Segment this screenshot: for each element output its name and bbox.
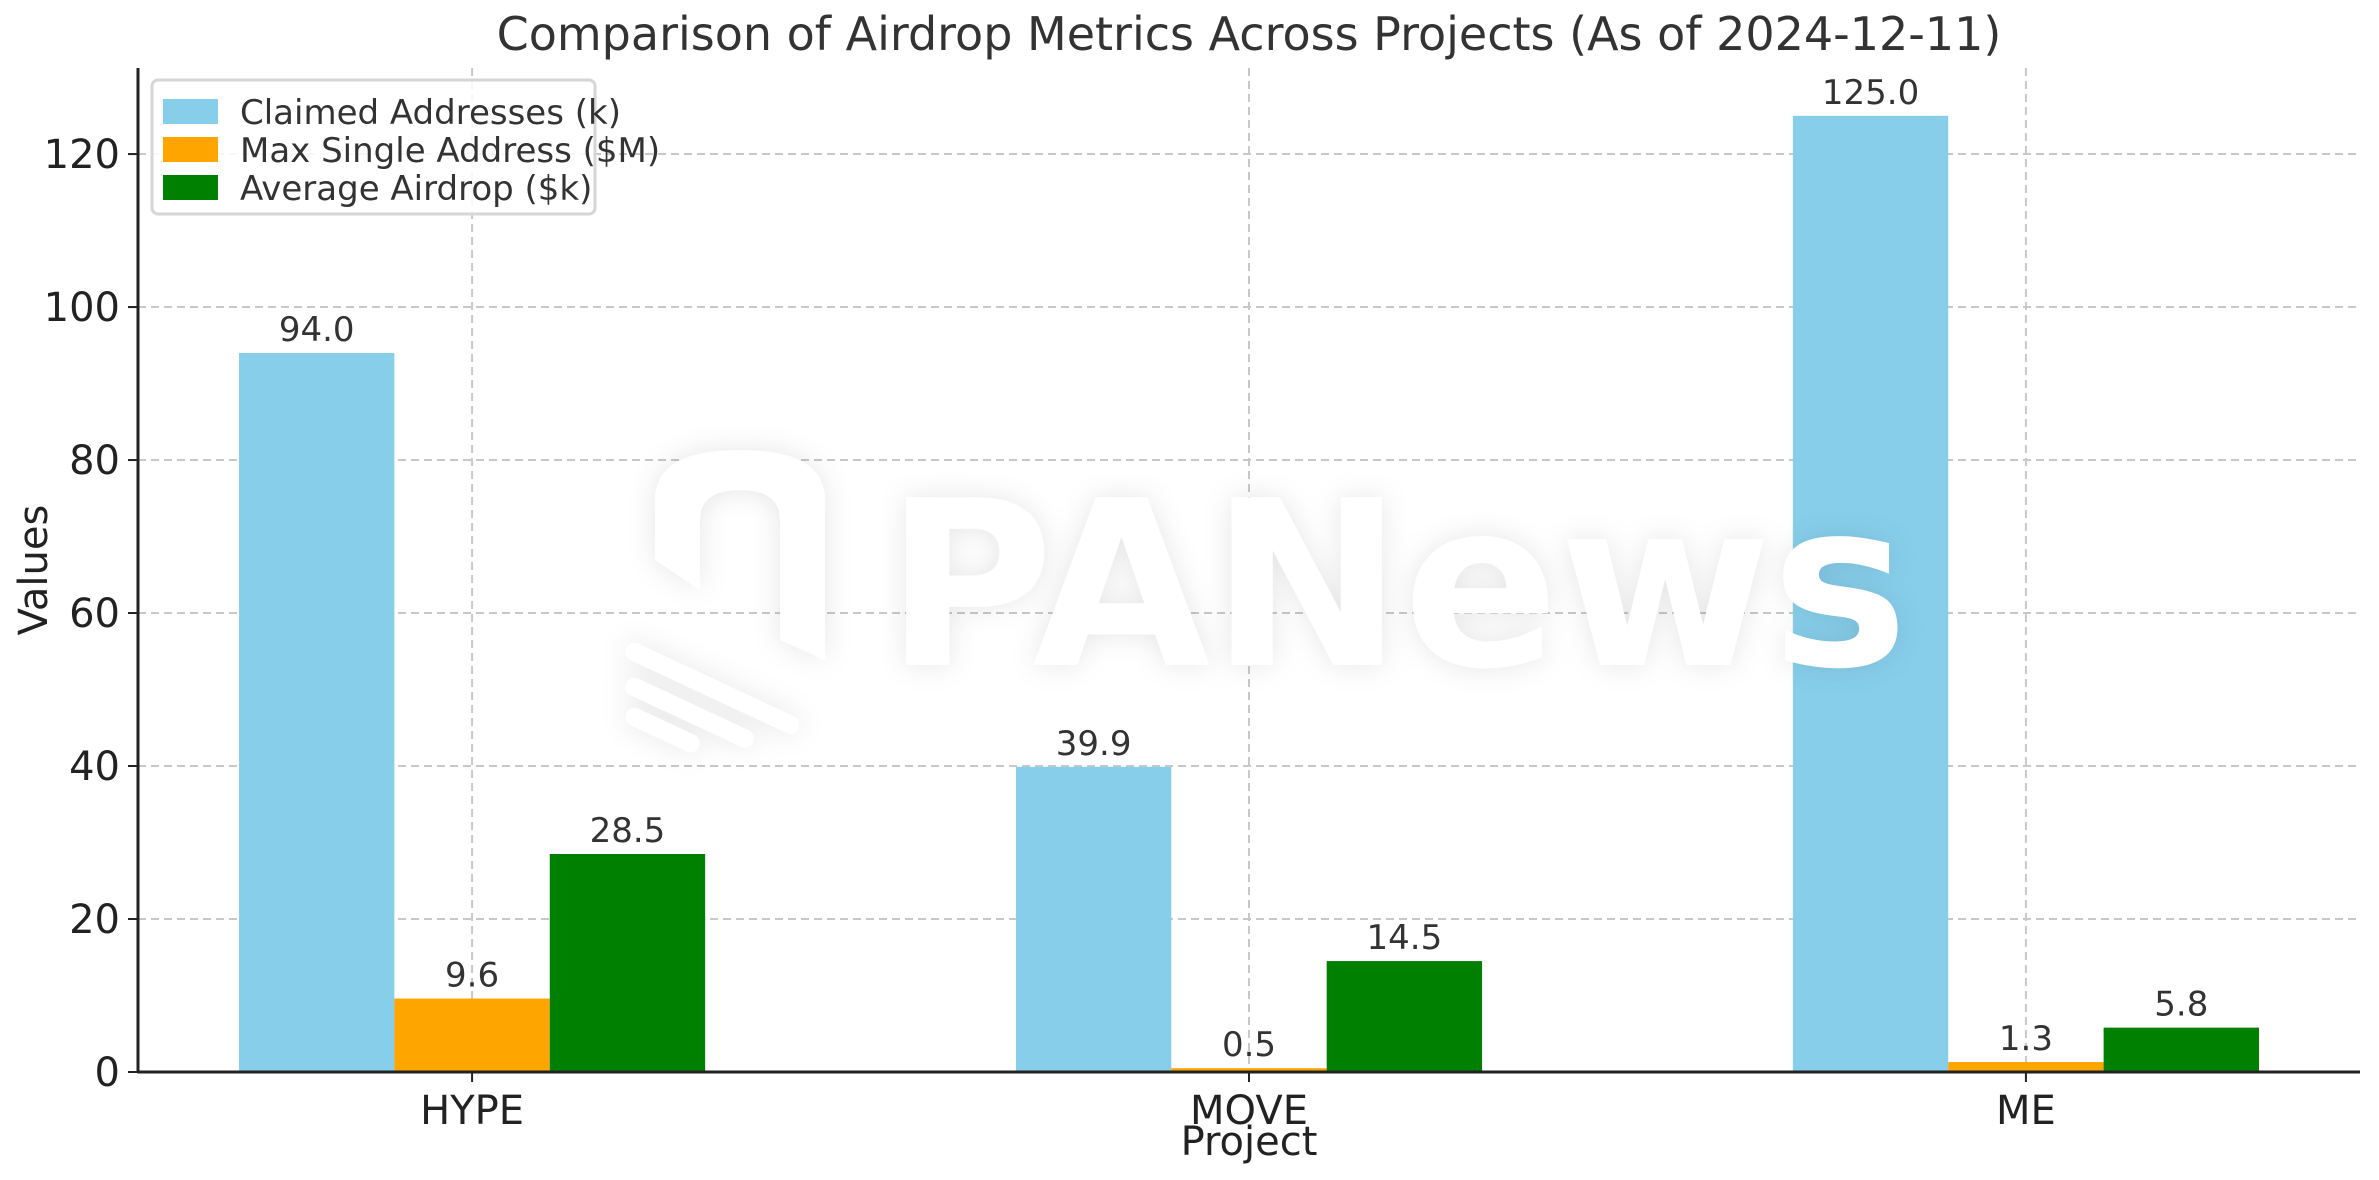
y-tick-label: 20 bbox=[69, 897, 120, 943]
y-tick-label: 100 bbox=[44, 285, 120, 331]
y-tick-label: 0 bbox=[95, 1050, 120, 1096]
bar-move-series-1 bbox=[1171, 1068, 1327, 1072]
x-tick-label: ME bbox=[1996, 1088, 2056, 1134]
chart-title: Comparison of Airdrop Metrics Across Pro… bbox=[497, 7, 2002, 61]
y-axis-label: Values bbox=[11, 505, 57, 636]
bar-value-label: 0.5 bbox=[1222, 1025, 1276, 1065]
legend-label: Claimed Addresses (k) bbox=[240, 93, 621, 133]
y-tick-label: 60 bbox=[69, 591, 120, 637]
bar-value-label: 28.5 bbox=[590, 811, 666, 851]
legend: Claimed Addresses (k)Max Single Address … bbox=[150, 78, 660, 216]
legend-swatch bbox=[163, 175, 218, 200]
bar-value-labels: 94.0 39.9 125.0 9.6 0.5 1.3 28.5 14.5 5.8 bbox=[279, 73, 2209, 1065]
watermark: PANews bbox=[625, 450, 1908, 753]
legend-label: Max Single Address ($M) bbox=[240, 131, 660, 171]
x-tick-label: MOVE bbox=[1190, 1088, 1308, 1134]
bar-value-label: 9.6 bbox=[445, 956, 499, 996]
bar-me-series-1 bbox=[1948, 1062, 2104, 1072]
axes: 0 20 40 60 80 100 120 HYPE MOVE ME bbox=[44, 68, 2360, 1134]
y-tick-label: 120 bbox=[44, 132, 120, 178]
legend-box bbox=[150, 78, 597, 216]
y-tick-label: 80 bbox=[69, 438, 120, 484]
bar-hype-series-0 bbox=[239, 352, 395, 1072]
legend-swatch bbox=[163, 137, 218, 162]
bar-value-label: 39.9 bbox=[1056, 724, 1132, 764]
bars bbox=[239, 115, 2259, 1073]
bar-value-label: 94.0 bbox=[279, 310, 355, 350]
bar-me-series-2 bbox=[2103, 1027, 2259, 1072]
bar-move-series-2 bbox=[1326, 961, 1483, 1072]
bar-hype-series-2 bbox=[549, 853, 706, 1072]
watermark-text: PANews bbox=[885, 453, 1908, 720]
bar-value-label: 5.8 bbox=[2154, 985, 2208, 1025]
x-tick-label: HYPE bbox=[420, 1088, 524, 1134]
legend-swatch bbox=[163, 99, 218, 124]
bar-value-label: 1.3 bbox=[1999, 1019, 2053, 1059]
legend-label: Average Airdrop ($k) bbox=[240, 169, 592, 209]
bar-hype-series-1 bbox=[394, 998, 550, 1072]
y-tick-label: 40 bbox=[69, 744, 120, 790]
bar-value-label: 125.0 bbox=[1822, 73, 1919, 113]
x-axis-label: Project bbox=[1181, 1119, 1318, 1165]
bar-value-label: 14.5 bbox=[1367, 918, 1443, 958]
bar-move-series-0 bbox=[1015, 766, 1172, 1072]
bar-me-series-0 bbox=[1792, 115, 1949, 1073]
